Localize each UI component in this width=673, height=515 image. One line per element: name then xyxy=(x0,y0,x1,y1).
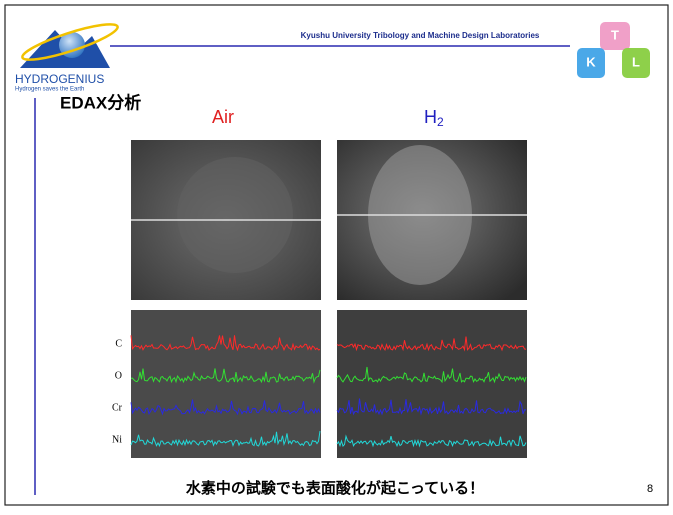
cube-letter: T xyxy=(611,27,619,42)
caption: 水素中の試験でも表面酸化が起こっている！ xyxy=(186,479,484,497)
h2-sub: 2 xyxy=(437,115,444,129)
wear-scar xyxy=(177,157,293,273)
element-label: O xyxy=(115,370,122,381)
element-label: C xyxy=(115,338,122,349)
cube-letter: L xyxy=(632,54,640,69)
slide-border xyxy=(5,5,668,505)
page-number: 8 xyxy=(647,483,653,495)
logo-tagline: Hydrogen saves the Earth xyxy=(15,87,84,93)
element-label: Cr xyxy=(112,402,123,413)
element-label: Ni xyxy=(112,434,122,445)
cube-letter: K xyxy=(586,54,596,69)
h2-base: H xyxy=(424,107,437,127)
slide: HYDROGENIUS Hydrogen saves the Earth Kyu… xyxy=(0,0,673,510)
logo-name: HYDROGENIUS xyxy=(15,72,104,86)
air-label: Air xyxy=(212,107,234,127)
edax-image-h2 xyxy=(337,310,527,458)
edax-image-air xyxy=(131,310,321,458)
lab-name: Kyushu University Tribology and Machine … xyxy=(301,31,540,40)
slide-title: EDAX分析 xyxy=(60,92,141,112)
